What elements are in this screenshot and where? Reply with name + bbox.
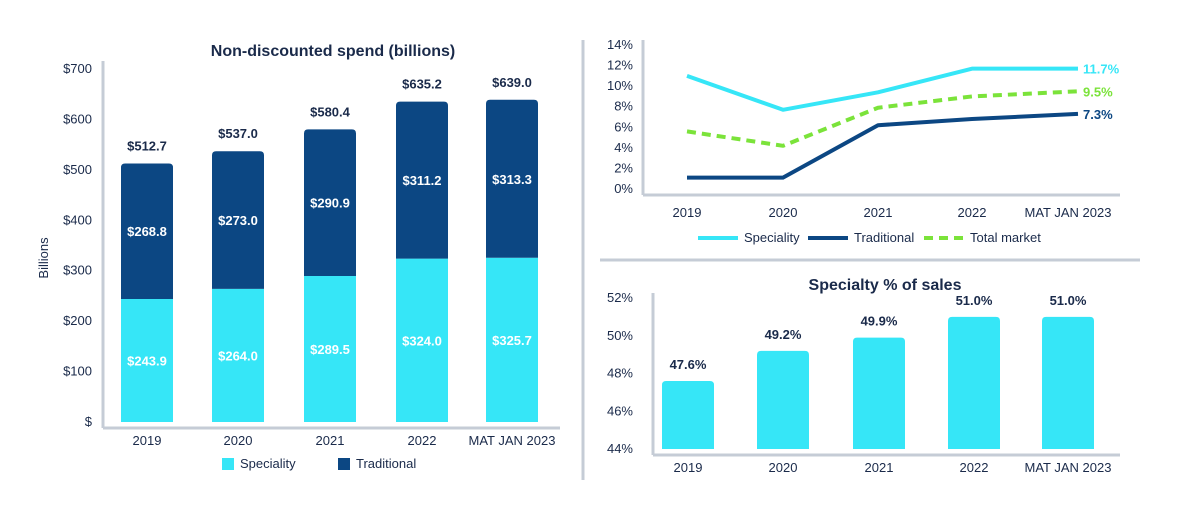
spend-y-axis-label: Billions — [36, 237, 51, 279]
spend-total-label: $512.7 — [127, 138, 167, 153]
share-bar — [948, 316, 1000, 449]
spend-y-tick-label: $ — [85, 414, 93, 429]
share-chart-title: Specialty % of sales — [809, 277, 962, 294]
share-bar-label: 51.0% — [1050, 293, 1087, 308]
growth-line-traditional — [687, 111, 1079, 180]
spend-y-tick-label: $600 — [63, 111, 92, 126]
spend-legend-swatch — [222, 458, 234, 470]
growth-y-tick-label: 6% — [614, 119, 633, 134]
growth-y-tick-label: 8% — [614, 99, 633, 114]
spend-speciality-label: $324.0 — [402, 333, 442, 348]
share-y-tick-label: 46% — [607, 403, 633, 418]
spend-speciality-label: $289.5 — [310, 342, 350, 357]
spend-traditional-label: $290.9 — [310, 196, 350, 211]
share-bar-label: 49.2% — [765, 327, 802, 342]
spend-bar-speciality — [121, 299, 173, 422]
share-x-tick-label: MAT JAN 2023 — [1025, 460, 1112, 475]
spend-traditional-label: $311.2 — [402, 173, 441, 188]
growth-end-label: 9.5% — [1083, 84, 1113, 99]
spend-bar-speciality — [486, 257, 538, 422]
spend-total-label: $537.0 — [218, 126, 258, 141]
share-y-tick-label: 50% — [607, 328, 633, 343]
spend-bar-traditional — [121, 163, 173, 300]
spend-y-tick-label: $500 — [63, 162, 92, 177]
spend-x-tick-label: 2020 — [224, 433, 253, 448]
spend-x-tick-label: 2021 — [316, 433, 345, 448]
growth-x-tick-label: 2021 — [864, 205, 893, 220]
share-bar-label: 49.9% — [861, 314, 898, 329]
spend-traditional-label: $273.0 — [218, 213, 258, 228]
spend-bar-traditional — [486, 99, 538, 258]
spend-bar-traditional — [396, 101, 448, 259]
share-bar — [662, 381, 714, 449]
spend-y-tick-label: $400 — [63, 212, 92, 227]
spend-x-tick-label: 2019 — [133, 433, 162, 448]
spend-x-tick-label: MAT JAN 2023 — [469, 433, 556, 448]
spend-legend-swatch — [338, 458, 350, 470]
growth-chart: 0% 2% 4% 6% 8% 10% 12% 14% 2019 2020 2021 2022 MAT J… — [607, 37, 1120, 245]
spend-legend-label: Speciality — [240, 456, 296, 471]
spend-bar-traditional — [304, 129, 356, 277]
spend-y-tick-label: $100 — [63, 364, 92, 379]
growth-y-tick-label: 12% — [607, 58, 633, 73]
growth-legend-label: Traditional — [854, 230, 914, 245]
growth-y-tick-label: 0% — [614, 181, 633, 196]
share-bar-label: 47.6% — [670, 357, 707, 372]
share-chart: 44% 46% 48% 50% 52% 47.6% 2019 49.2% 2020 49.9% 20… — [607, 290, 1120, 475]
share-x-tick-label: 2021 — [865, 460, 894, 475]
spend-bar-speciality — [396, 258, 448, 422]
share-y-tick-label: 52% — [607, 290, 633, 305]
spend-traditional-label: $268.8 — [127, 224, 167, 239]
growth-legend-label: Total market — [970, 230, 1041, 245]
share-y-tick-label: 48% — [607, 366, 633, 381]
share-x-tick-label: 2020 — [769, 460, 798, 475]
growth-end-label: 11.7% — [1083, 62, 1120, 77]
spend-chart: $ $100 $200 $300 $400 $500 $600 $700 $243.9 $268.… — [63, 61, 560, 471]
growth-x-tick-label: 2022 — [958, 205, 987, 220]
spend-y-tick-label: $700 — [63, 61, 92, 76]
spend-bar-speciality — [304, 276, 356, 422]
growth-x-tick-label: MAT JAN 2023 — [1025, 205, 1112, 220]
spend-chart-title: Non-discounted spend (billions) — [211, 43, 455, 60]
share-bar — [853, 337, 905, 449]
share-bar-label: 51.0% — [956, 293, 993, 308]
spend-traditional-label: $313.3 — [492, 172, 532, 187]
spend-legend-label: Traditional — [356, 456, 416, 471]
share-x-tick-label: 2019 — [674, 460, 703, 475]
spend-total-label: $580.4 — [310, 104, 351, 119]
growth-x-tick-label: 2020 — [769, 205, 798, 220]
growth-line-speciality — [686, 66, 1078, 112]
growth-y-tick-label: 14% — [607, 37, 633, 52]
spend-total-label: $639.0 — [492, 75, 532, 90]
spend-y-tick-label: $300 — [63, 263, 92, 278]
growth-y-tick-label: 10% — [607, 78, 633, 93]
growth-legend-label: Speciality — [744, 230, 800, 245]
spend-total-label: $635.2 — [402, 77, 442, 92]
share-bar — [757, 350, 809, 449]
spend-bar-speciality — [212, 288, 264, 422]
growth-line-total-market — [686, 89, 1079, 148]
share-y-tick-label: 44% — [607, 441, 633, 456]
share-bar — [1042, 316, 1094, 449]
share-x-tick-label: 2022 — [960, 460, 989, 475]
growth-x-tick-label: 2019 — [673, 205, 702, 220]
spend-bar-traditional — [212, 151, 264, 289]
growth-end-label: 7.3% — [1083, 107, 1113, 122]
spend-speciality-label: $243.9 — [127, 354, 167, 369]
spend-speciality-label: $264.0 — [218, 348, 258, 363]
spend-speciality-label: $325.7 — [492, 333, 532, 348]
growth-y-tick-label: 4% — [614, 140, 633, 155]
spend-x-tick-label: 2022 — [408, 433, 437, 448]
growth-y-tick-label: 2% — [614, 160, 633, 175]
spend-y-tick-label: $200 — [63, 313, 92, 328]
